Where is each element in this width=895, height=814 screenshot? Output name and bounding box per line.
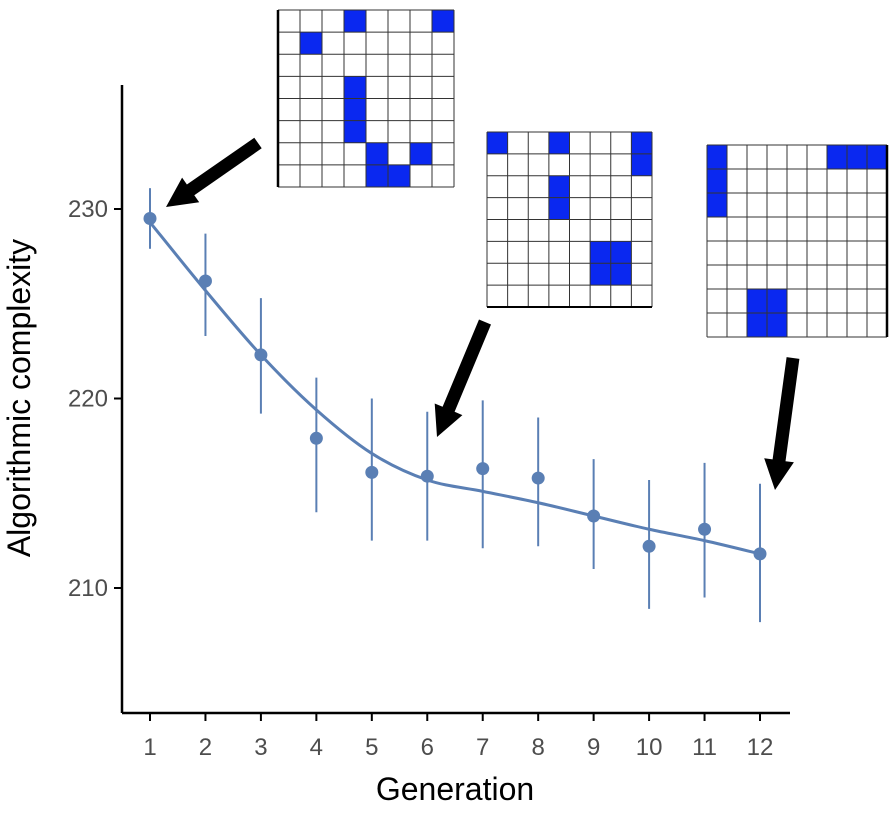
grid-cell-filled bbox=[366, 164, 388, 187]
grid-cell-filled bbox=[410, 142, 432, 165]
y-tick-label: 220 bbox=[68, 386, 108, 413]
arrow-icon bbox=[764, 357, 800, 490]
x-tick-label: 3 bbox=[254, 734, 267, 761]
x-tick-label: 2 bbox=[199, 734, 212, 761]
grid-cell-filled bbox=[300, 32, 322, 55]
grid-cell-filled bbox=[487, 132, 508, 154]
grid-cell-filled bbox=[747, 313, 767, 337]
data-point bbox=[531, 471, 545, 485]
grid-inset-gen-1 bbox=[276, 9, 455, 188]
data-point bbox=[198, 274, 212, 288]
grid-inset-gen-12 bbox=[706, 144, 889, 338]
data-point bbox=[365, 465, 379, 479]
grid-cell-filled bbox=[767, 289, 787, 313]
grid-cell-filled bbox=[767, 313, 787, 337]
data-point bbox=[753, 547, 767, 561]
grid-cell-filled bbox=[747, 289, 767, 313]
grid-cell-filled bbox=[847, 145, 867, 169]
grid-cell-filled bbox=[631, 132, 652, 154]
arrow-icon bbox=[166, 137, 262, 207]
x-tick-label: 7 bbox=[476, 734, 489, 761]
x-axis-title: Generation bbox=[376, 771, 534, 807]
data-point bbox=[254, 348, 268, 362]
grid-cell-filled bbox=[590, 263, 611, 286]
grid-cell-filled bbox=[548, 197, 570, 220]
x-tick-label: 12 bbox=[747, 734, 774, 761]
grid-cell-filled bbox=[344, 120, 366, 143]
x-tick-label: 10 bbox=[636, 734, 663, 761]
grid-cell-filled bbox=[548, 175, 570, 198]
y-tick-label: 230 bbox=[68, 196, 108, 223]
grid-cell-filled bbox=[707, 169, 727, 193]
x-tick-label: 5 bbox=[365, 734, 378, 761]
x-tick-label: 11 bbox=[692, 734, 717, 761]
grid-cell-filled bbox=[388, 164, 410, 187]
grid-cell-filled bbox=[432, 10, 454, 33]
grid-cell-filled bbox=[707, 193, 727, 217]
grid-cell-filled bbox=[366, 142, 388, 165]
grid-inset-gen-6 bbox=[486, 131, 653, 308]
data-point bbox=[642, 539, 656, 553]
arrow-icon bbox=[434, 319, 491, 437]
x-tick-label: 4 bbox=[310, 734, 323, 761]
grid-cell-filled bbox=[344, 76, 366, 99]
grid-cell-filled bbox=[707, 145, 727, 169]
data-point bbox=[420, 469, 434, 483]
data-point bbox=[587, 509, 601, 523]
grid-cell-filled bbox=[548, 132, 570, 154]
grid-cell-filled bbox=[631, 153, 652, 176]
grid-cell-filled bbox=[867, 145, 887, 169]
data-point bbox=[143, 211, 157, 225]
y-axis-title: Algorithmic complexity bbox=[1, 239, 37, 557]
grid-cell-filled bbox=[344, 10, 366, 33]
x-tick-label: 9 bbox=[587, 734, 600, 761]
y-tick-label: 210 bbox=[68, 575, 108, 602]
x-tick-label: 1 bbox=[143, 734, 156, 761]
grid-cell-filled bbox=[610, 241, 632, 264]
data-point bbox=[698, 522, 712, 536]
grid-cell-filled bbox=[590, 241, 611, 264]
x-tick-label: 8 bbox=[532, 734, 545, 761]
data-point bbox=[476, 462, 490, 476]
data-point bbox=[309, 431, 323, 445]
grid-cell-filled bbox=[344, 98, 366, 121]
grid-cell-filled bbox=[610, 263, 632, 286]
grid-cell-filled bbox=[827, 145, 847, 169]
x-tick-label: 6 bbox=[421, 734, 434, 761]
